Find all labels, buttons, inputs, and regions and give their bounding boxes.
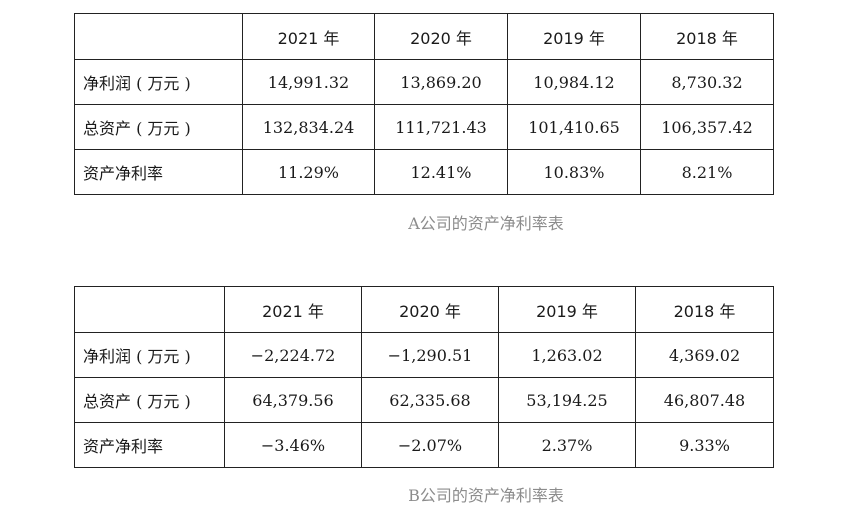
table-row: 资产净利率 11.29% 12.41% 10.83% 8.21% <box>74 149 774 195</box>
table-cell: 101,410.65 <box>507 104 641 150</box>
table-cell: 111,721.43 <box>374 104 508 150</box>
table-cell: 132,834.24 <box>242 104 375 150</box>
table-cell: 62,335.68 <box>361 377 499 423</box>
table-cell: −1,290.51 <box>361 332 499 378</box>
table-b-header-row: 2021 年 2020 年 2019 年 2018 年 <box>74 286 774 333</box>
table-cell: 10,984.12 <box>507 59 641 105</box>
table-cell: 1,263.02 <box>498 332 636 378</box>
table-row: 净利润 ( 万元 ) −2,224.72 −1,290.51 1,263.02 … <box>74 332 774 378</box>
table-b-header-2021: 2021 年 <box>224 286 362 333</box>
table-cell: 11.29% <box>242 149 375 195</box>
table-b-header-2019: 2019 年 <box>498 286 636 333</box>
table-row: 总资产 ( 万元 ) 64,379.56 62,335.68 53,194.25… <box>74 377 774 423</box>
table-cell: 4,369.02 <box>635 332 774 378</box>
table-cell: −3.46% <box>224 422 362 468</box>
table-row: 总资产 ( 万元 ) 132,834.24 111,721.43 101,410… <box>74 104 774 150</box>
table-b-row-label-roa: 资产净利率 <box>74 422 225 468</box>
table-cell: 64,379.56 <box>224 377 362 423</box>
table-cell: 10.83% <box>507 149 641 195</box>
table-a-row-label-total-assets: 总资产 ( 万元 ) <box>74 104 243 150</box>
table-cell: 8,730.32 <box>640 59 774 105</box>
table-b-header-2020: 2020 年 <box>361 286 499 333</box>
table-cell: −2.07% <box>361 422 499 468</box>
table-a-header-2021: 2021 年 <box>242 13 375 60</box>
table-a-header-2018: 2018 年 <box>640 13 774 60</box>
table-b-header-corner <box>74 286 225 333</box>
table-a-row-label-roa: 资产净利率 <box>74 149 243 195</box>
table-cell: 13,869.20 <box>374 59 508 105</box>
table-row: 净利润 ( 万元 ) 14,991.32 13,869.20 10,984.12… <box>74 59 774 105</box>
table-b-caption: B公司的资产净利率表 <box>408 486 564 505</box>
table-a-return-on-assets: 2021 年 2020 年 2019 年 2018 年 净利润 ( 万元 ) 1… <box>74 13 774 195</box>
table-b-row-label-total-assets: 总资产 ( 万元 ) <box>74 377 225 423</box>
table-a-header-2019: 2019 年 <box>507 13 641 60</box>
table-cell: 14,991.32 <box>242 59 375 105</box>
table-cell: 12.41% <box>374 149 508 195</box>
table-b-return-on-assets: 2021 年 2020 年 2019 年 2018 年 净利润 ( 万元 ) −… <box>74 286 774 468</box>
table-row: 资产净利率 −3.46% −2.07% 2.37% 9.33% <box>74 422 774 468</box>
table-cell: 9.33% <box>635 422 774 468</box>
table-a-row-label-net-profit: 净利润 ( 万元 ) <box>74 59 243 105</box>
table-cell: 2.37% <box>498 422 636 468</box>
table-cell: 8.21% <box>640 149 774 195</box>
table-a-header-row: 2021 年 2020 年 2019 年 2018 年 <box>74 13 774 60</box>
table-cell: 53,194.25 <box>498 377 636 423</box>
table-a-header-corner <box>74 13 243 60</box>
table-cell: 46,807.48 <box>635 377 774 423</box>
table-a-caption: A公司的资产净利率表 <box>408 214 564 233</box>
table-a-header-2020: 2020 年 <box>374 13 508 60</box>
table-b-header-2018: 2018 年 <box>635 286 774 333</box>
table-cell: 106,357.42 <box>640 104 774 150</box>
table-b-row-label-net-profit: 净利润 ( 万元 ) <box>74 332 225 378</box>
table-cell: −2,224.72 <box>224 332 362 378</box>
